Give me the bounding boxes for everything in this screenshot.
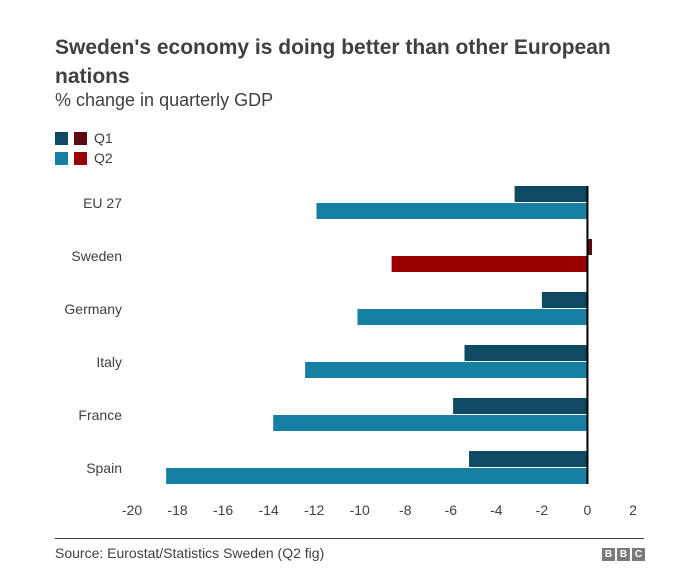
chart-subtitle: % change in quarterly GDP [55, 90, 274, 110]
x-tick-label: -2 [536, 502, 549, 518]
bar-france-q2 [273, 415, 588, 431]
x-tick-label: -4 [490, 502, 503, 518]
category-label: EU 27 [83, 195, 122, 211]
x-tick-label: -8 [399, 502, 412, 518]
legend-swatch-q2 [55, 151, 68, 165]
x-tick-label: -16 [213, 502, 233, 518]
category-label: France [78, 407, 122, 423]
x-tick-label: -20 [122, 502, 142, 518]
category-label: Spain [86, 460, 122, 476]
bar-italy-q1 [464, 345, 588, 361]
x-tick-label: 0 [584, 502, 592, 518]
legend: Q1 Q2 [55, 128, 113, 168]
x-tick-label: -14 [259, 502, 279, 518]
x-tick-label: -6 [445, 502, 458, 518]
legend-item-q2: Q2 [55, 148, 113, 168]
source-note: Source: Eurostat/Statistics Sweden (Q2 f… [55, 545, 325, 561]
category-label: Germany [64, 301, 122, 317]
x-tick-label: 2 [629, 502, 637, 518]
x-tick-label: -18 [167, 502, 187, 518]
footer-divider [55, 538, 644, 539]
bar-italy-q2 [305, 362, 588, 378]
bar-eu-27-q2 [316, 203, 588, 219]
bar-germany-q2 [357, 309, 588, 325]
bbc-logo-letter: B [617, 548, 630, 561]
chart-title: Sweden's economy is doing better than ot… [55, 36, 611, 88]
x-tick-label: -10 [350, 502, 370, 518]
bar-sweden-q1 [587, 239, 593, 255]
legend-label-q2: Q2 [94, 150, 113, 166]
bar-sweden-q2 [391, 256, 588, 272]
legend-item-q1: Q1 [55, 128, 113, 148]
legend-swatch-q2-highlight [74, 151, 87, 165]
x-tick-label: -12 [304, 502, 324, 518]
legend-swatch-q1 [55, 131, 68, 145]
category-label: Italy [96, 354, 122, 370]
legend-swatch-q1-highlight [74, 131, 87, 145]
bar-spain-q2 [166, 468, 588, 484]
bbc-logo-letter: B [602, 548, 615, 561]
bar-germany-q1 [541, 292, 588, 308]
bbc-logo-letter: C [632, 548, 645, 561]
bar-spain-q1 [469, 451, 588, 467]
bar-france-q1 [453, 398, 588, 414]
bar-eu-27-q1 [514, 186, 588, 202]
bbc-logo: B B C [602, 548, 645, 561]
legend-label-q1: Q1 [94, 130, 113, 146]
category-label: Sweden [71, 248, 122, 264]
